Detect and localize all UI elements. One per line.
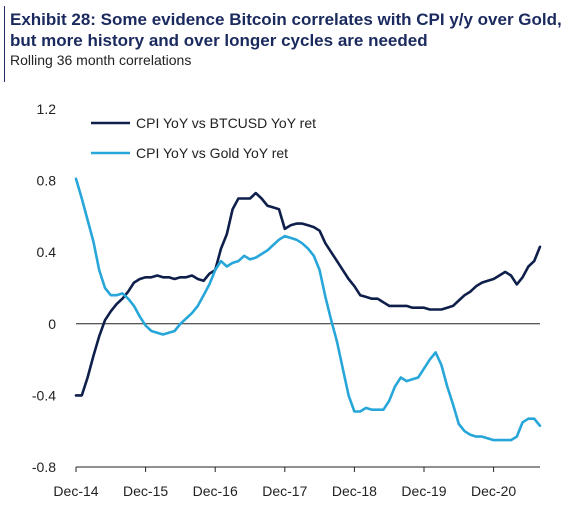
y-tick-label: -0.4: [32, 387, 56, 403]
y-tick-label: -0.8: [32, 459, 56, 475]
x-tick-label: Dec-17: [262, 483, 307, 499]
legend-label: CPI YoY vs BTCUSD YoY ret: [136, 115, 316, 131]
x-tick-label: Dec-19: [401, 483, 446, 499]
x-tick-label: Dec-18: [332, 483, 377, 499]
chart-subtitle: Rolling 36 month correlations: [10, 52, 192, 68]
y-tick-label: 1.2: [37, 101, 57, 117]
series-line-gold: [74, 177, 542, 442]
legend-label: CPI YoY vs Gold YoY ret: [136, 145, 288, 161]
x-tick-label: Dec-15: [123, 483, 168, 499]
x-tick-label: Dec-16: [193, 483, 238, 499]
y-tick-label: 0.8: [37, 173, 57, 189]
x-tick-label: Dec-14: [53, 483, 98, 499]
header-accent-line: [4, 6, 5, 82]
chart-title: Exhibit 28: Some evidence Bitcoin correl…: [10, 10, 562, 50]
y-tick-label: 0: [48, 316, 56, 332]
chart-header: Exhibit 28: Some evidence Bitcoin correl…: [0, 0, 570, 82]
x-tick-label: Dec-20: [471, 483, 516, 499]
series-line-btcusd: [74, 191, 542, 397]
y-tick-label: 0.4: [37, 244, 57, 260]
